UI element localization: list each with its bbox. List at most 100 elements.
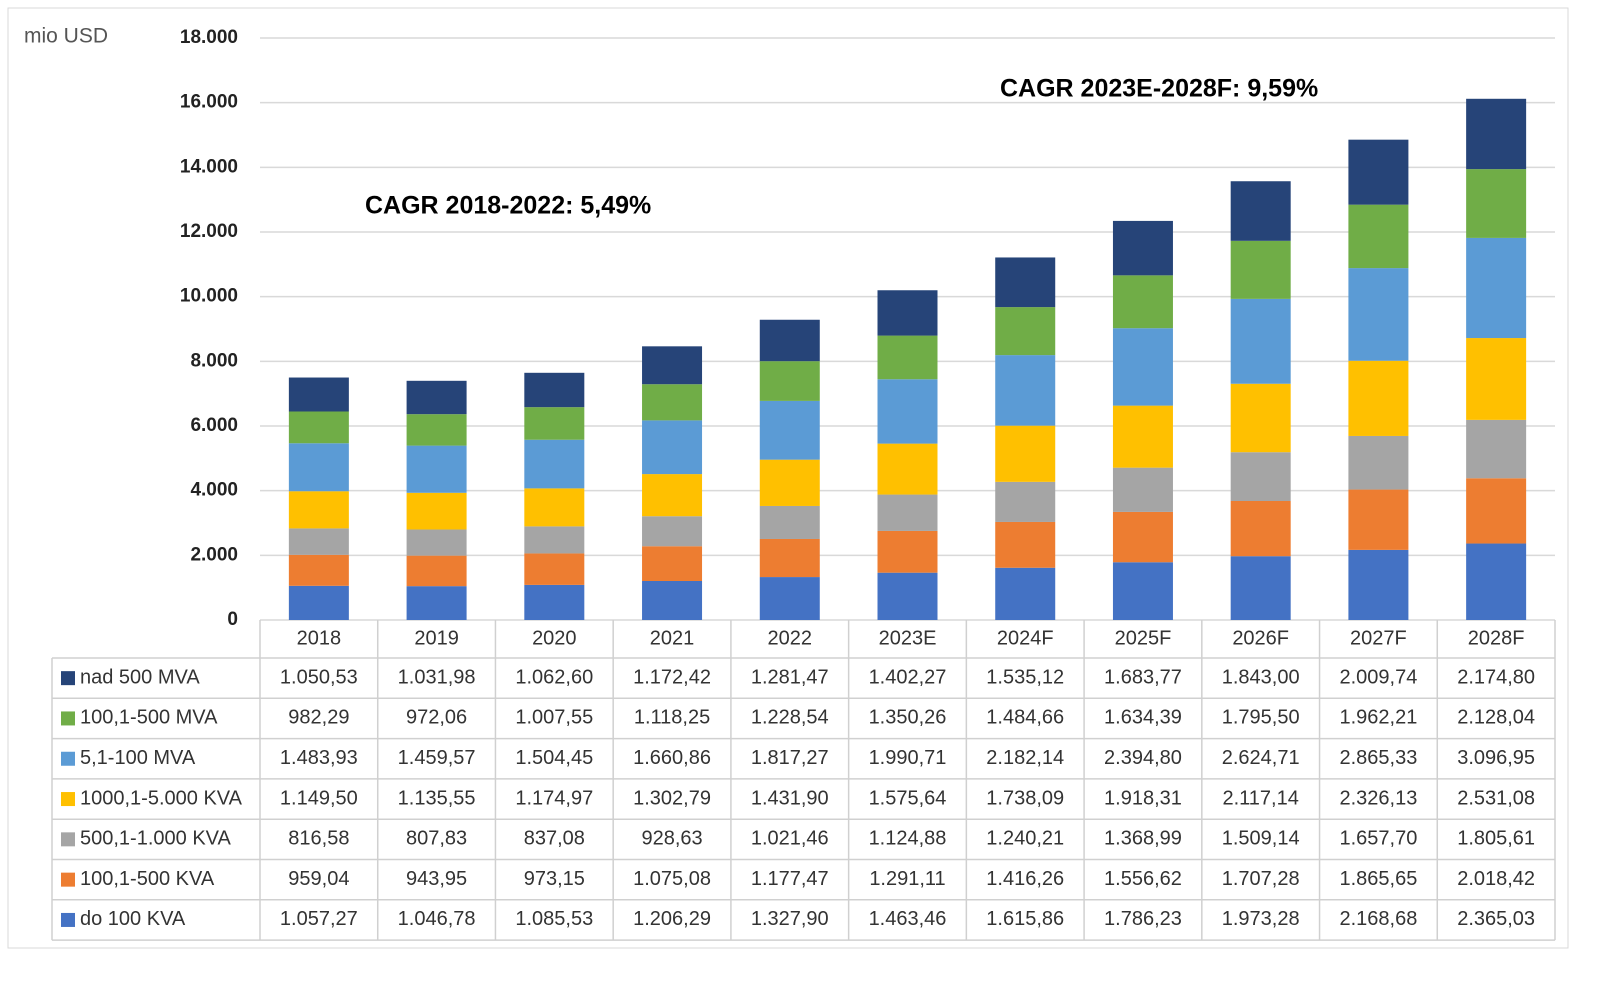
bar-segment	[642, 474, 703, 517]
bar-segment	[877, 290, 938, 336]
x-tick-label: 2024F	[997, 627, 1054, 649]
x-tick-label: 2020	[532, 627, 577, 649]
table-cell: 1.021,46	[751, 828, 829, 850]
table-cell: 1.575,64	[869, 787, 947, 809]
table-cell: 1.291,11	[869, 868, 945, 890]
x-tick-label: 2028F	[1468, 627, 1525, 649]
table-cell: 1.843,00	[1222, 666, 1300, 688]
table-cell: 1.050,53	[280, 666, 358, 688]
bar-segment	[1348, 139, 1409, 205]
bar-segment	[642, 516, 703, 547]
table-cell: 2.394,80	[1104, 747, 1182, 769]
y-tick-label: 14.000	[180, 156, 238, 177]
table-cell: 1.504,45	[515, 747, 593, 769]
table-cell: 1.281,47	[751, 666, 829, 688]
bar-segment	[759, 538, 820, 578]
legend-swatch	[61, 832, 75, 847]
table-cell: 1.085,53	[515, 908, 593, 930]
bar-segment	[995, 567, 1056, 620]
y-tick-label: 16.000	[180, 92, 238, 113]
bar-segment	[1112, 328, 1173, 406]
bar-segment	[877, 379, 938, 444]
chart-border	[7, 7, 1569, 949]
y-tick-label: 10.000	[180, 286, 238, 307]
bar-segment	[1348, 204, 1409, 269]
table-cell: 1.350,26	[869, 707, 947, 729]
x-tick-label: 2023E	[879, 627, 937, 649]
bar-segment	[288, 411, 349, 444]
bar-segment	[1112, 275, 1173, 329]
x-tick-label: 2019	[414, 627, 459, 649]
bar-segment	[995, 355, 1056, 426]
legend-label: nad 500 MVA	[80, 666, 200, 688]
bar-segment	[1230, 240, 1291, 299]
bar-segment	[1348, 268, 1409, 361]
table-cell: 1.962,21	[1339, 707, 1417, 729]
bar-segment	[1348, 549, 1409, 620]
y-tick-label: 18.000	[180, 27, 238, 48]
table-cell: 2.117,14	[1222, 787, 1298, 809]
bar-segment	[524, 584, 585, 620]
table-cell: 1.483,93	[280, 747, 358, 769]
table-cell: 1.124,88	[869, 828, 947, 850]
bar-segment	[877, 530, 938, 573]
legend-label: do 100 KVA	[80, 908, 186, 930]
bar-segment	[1230, 298, 1291, 384]
table-cell: 1.149,50	[280, 787, 358, 809]
bar-segment	[288, 528, 349, 555]
bar-segment	[1112, 405, 1173, 468]
bar-segment	[1348, 489, 1409, 550]
table-cell: 1.172,42	[633, 666, 711, 688]
bar-segment	[1230, 181, 1291, 241]
table-cell: 1.657,70	[1339, 828, 1417, 850]
table-cell: 1.918,31	[1104, 787, 1182, 809]
x-tick-label: 2022	[768, 627, 813, 649]
table-cell: 1.817,27	[751, 747, 829, 769]
table-cell: 1.707,28	[1222, 868, 1300, 890]
table-cell: 3.096,95	[1457, 747, 1535, 769]
legend-swatch	[61, 872, 75, 887]
bar-segment	[642, 546, 703, 581]
y-tick-label: 6.000	[190, 415, 238, 436]
legend-label: 500,1-1.000 KVA	[80, 828, 232, 850]
bar-segment	[759, 505, 820, 539]
bar-segment	[995, 521, 1056, 568]
bar-segment	[406, 445, 467, 493]
table-cell: 1.509,14	[1222, 828, 1300, 850]
bar-segment	[759, 361, 820, 401]
bar-segment	[877, 443, 938, 495]
bar-segment	[524, 553, 585, 585]
legend-swatch	[61, 671, 75, 686]
bar-segment	[877, 335, 938, 380]
legend-label: 100,1-500 KVA	[80, 868, 215, 890]
table-cell: 1.327,90	[751, 908, 829, 930]
bar-segment	[995, 481, 1056, 522]
table-cell: 2.168,68	[1339, 908, 1417, 930]
bar-segment	[1112, 467, 1173, 512]
table-cell: 2.182,14	[986, 747, 1064, 769]
table-cell: 1.973,28	[1222, 908, 1300, 930]
bar-segment	[877, 572, 938, 620]
bar-segment	[877, 494, 938, 531]
table-cell: 1.118,25	[634, 707, 710, 729]
annotation: CAGR 2018-2022: 5,49%	[365, 192, 651, 220]
table-cell: 1.484,66	[986, 707, 1064, 729]
table-cell: 1.062,60	[515, 666, 593, 688]
bar-segment	[406, 529, 467, 556]
bar-segment	[1348, 360, 1409, 436]
bar-segment	[406, 380, 467, 415]
table-cell: 1.046,78	[398, 908, 476, 930]
bar-segment	[288, 443, 349, 492]
bar-segment	[406, 492, 467, 530]
bar-segment	[406, 555, 467, 587]
bar-segment	[1466, 98, 1527, 170]
x-tick-label: 2027F	[1350, 627, 1407, 649]
table-cell: 973,15	[524, 868, 585, 890]
legend-swatch	[61, 912, 75, 927]
y-tick-label: 12.000	[180, 221, 238, 242]
bar-segment	[1230, 500, 1291, 557]
table-cell: 1.031,98	[398, 666, 476, 688]
bar-segment	[1466, 338, 1527, 420]
bar-segment	[406, 414, 467, 446]
